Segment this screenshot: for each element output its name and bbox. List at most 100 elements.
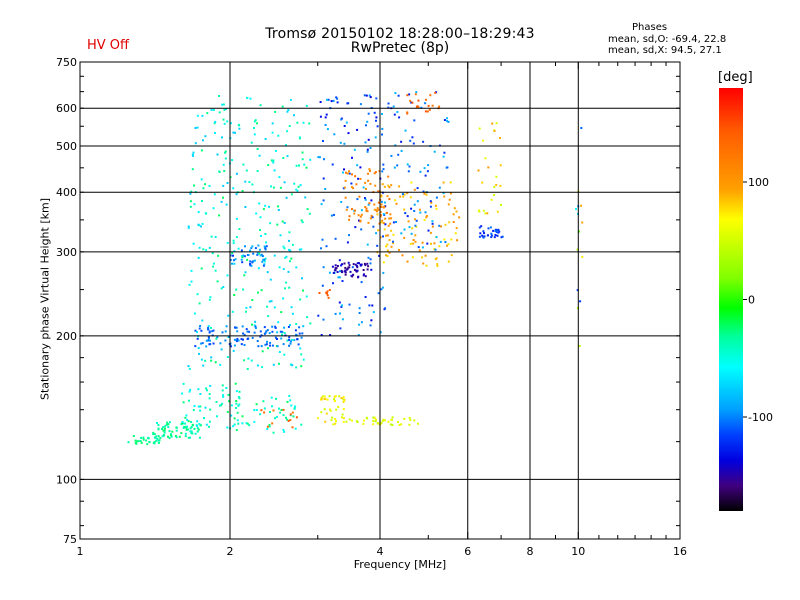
data-point <box>301 151 304 154</box>
data-point <box>236 330 239 333</box>
data-point <box>446 166 449 169</box>
data-point <box>308 212 311 215</box>
data-point <box>241 415 244 418</box>
data-point <box>358 195 361 198</box>
data-point <box>281 220 284 223</box>
data-point <box>327 296 330 299</box>
data-point <box>377 229 380 232</box>
data-point <box>181 392 184 395</box>
data-point <box>372 225 375 228</box>
data-point <box>575 208 578 210</box>
data-point <box>418 249 421 252</box>
data-point <box>146 443 149 446</box>
data-point <box>240 338 243 341</box>
data-point <box>194 142 197 145</box>
data-point <box>259 335 262 338</box>
data-point <box>339 312 341 315</box>
phase-stats-title: Phases <box>632 22 668 33</box>
data-point <box>306 316 309 319</box>
data-point <box>281 330 284 333</box>
data-point <box>249 264 252 267</box>
data-point <box>215 401 218 403</box>
data-point <box>348 215 351 218</box>
data-point <box>400 423 403 426</box>
data-point <box>360 213 363 216</box>
data-point <box>444 223 447 226</box>
data-point <box>286 400 289 403</box>
data-point <box>201 200 203 202</box>
data-point <box>209 408 212 411</box>
data-point <box>414 234 417 237</box>
data-point <box>257 291 259 294</box>
data-point <box>356 269 359 272</box>
data-point <box>232 242 235 245</box>
data-point <box>334 395 337 398</box>
data-point <box>233 262 236 265</box>
data-point <box>389 423 392 426</box>
data-point <box>226 426 229 429</box>
data-point <box>194 329 197 332</box>
data-point <box>499 184 502 187</box>
data-point <box>256 148 259 150</box>
data-point <box>384 307 387 310</box>
data-point <box>196 430 199 433</box>
data-point <box>377 190 380 193</box>
data-point <box>268 424 271 426</box>
data-point <box>346 206 349 209</box>
data-point <box>206 112 209 115</box>
colorbar-tick-label: 100 <box>748 176 769 189</box>
data-point <box>375 209 378 212</box>
data-point <box>189 192 192 195</box>
x-tick-label: 2 <box>227 545 234 558</box>
data-point <box>379 422 382 425</box>
data-point <box>235 326 238 329</box>
data-point <box>226 241 229 244</box>
data-point <box>237 247 240 250</box>
data-point <box>334 418 337 420</box>
data-point <box>196 420 199 423</box>
data-point <box>193 312 196 315</box>
data-point <box>344 179 347 182</box>
data-point <box>290 257 293 260</box>
data-point <box>398 249 400 251</box>
data-point <box>283 221 286 224</box>
data-point <box>424 211 427 214</box>
data-point <box>295 366 298 369</box>
data-point <box>351 208 353 211</box>
data-point <box>274 326 277 329</box>
data-point <box>238 127 241 130</box>
data-point <box>283 430 286 433</box>
data-point <box>201 114 204 117</box>
data-point <box>243 344 246 346</box>
data-point <box>423 167 426 170</box>
data-point <box>241 190 244 192</box>
data-point <box>373 208 376 211</box>
data-point <box>266 305 269 308</box>
data-point <box>190 426 193 428</box>
data-point <box>242 332 245 335</box>
data-point <box>238 397 241 400</box>
data-point <box>337 276 340 279</box>
data-point <box>280 409 283 411</box>
data-point <box>429 200 432 203</box>
data-point <box>430 242 432 245</box>
data-point <box>282 428 285 431</box>
data-point <box>224 157 227 160</box>
data-point <box>269 278 272 281</box>
data-point <box>207 336 210 339</box>
data-point <box>447 243 450 246</box>
data-point <box>284 287 286 290</box>
data-point <box>201 222 204 225</box>
data-point <box>329 408 331 411</box>
data-point <box>221 103 224 106</box>
data-point <box>219 363 222 366</box>
data-point <box>207 328 210 331</box>
data-point <box>238 403 241 406</box>
data-point <box>337 405 340 408</box>
chart-title: Tromsø 20150102 18:28:00–18:29:43 <box>265 26 535 42</box>
data-point <box>357 334 360 337</box>
data-point <box>382 163 385 166</box>
data-point <box>211 252 214 255</box>
data-point <box>357 214 360 217</box>
data-point <box>481 234 484 237</box>
